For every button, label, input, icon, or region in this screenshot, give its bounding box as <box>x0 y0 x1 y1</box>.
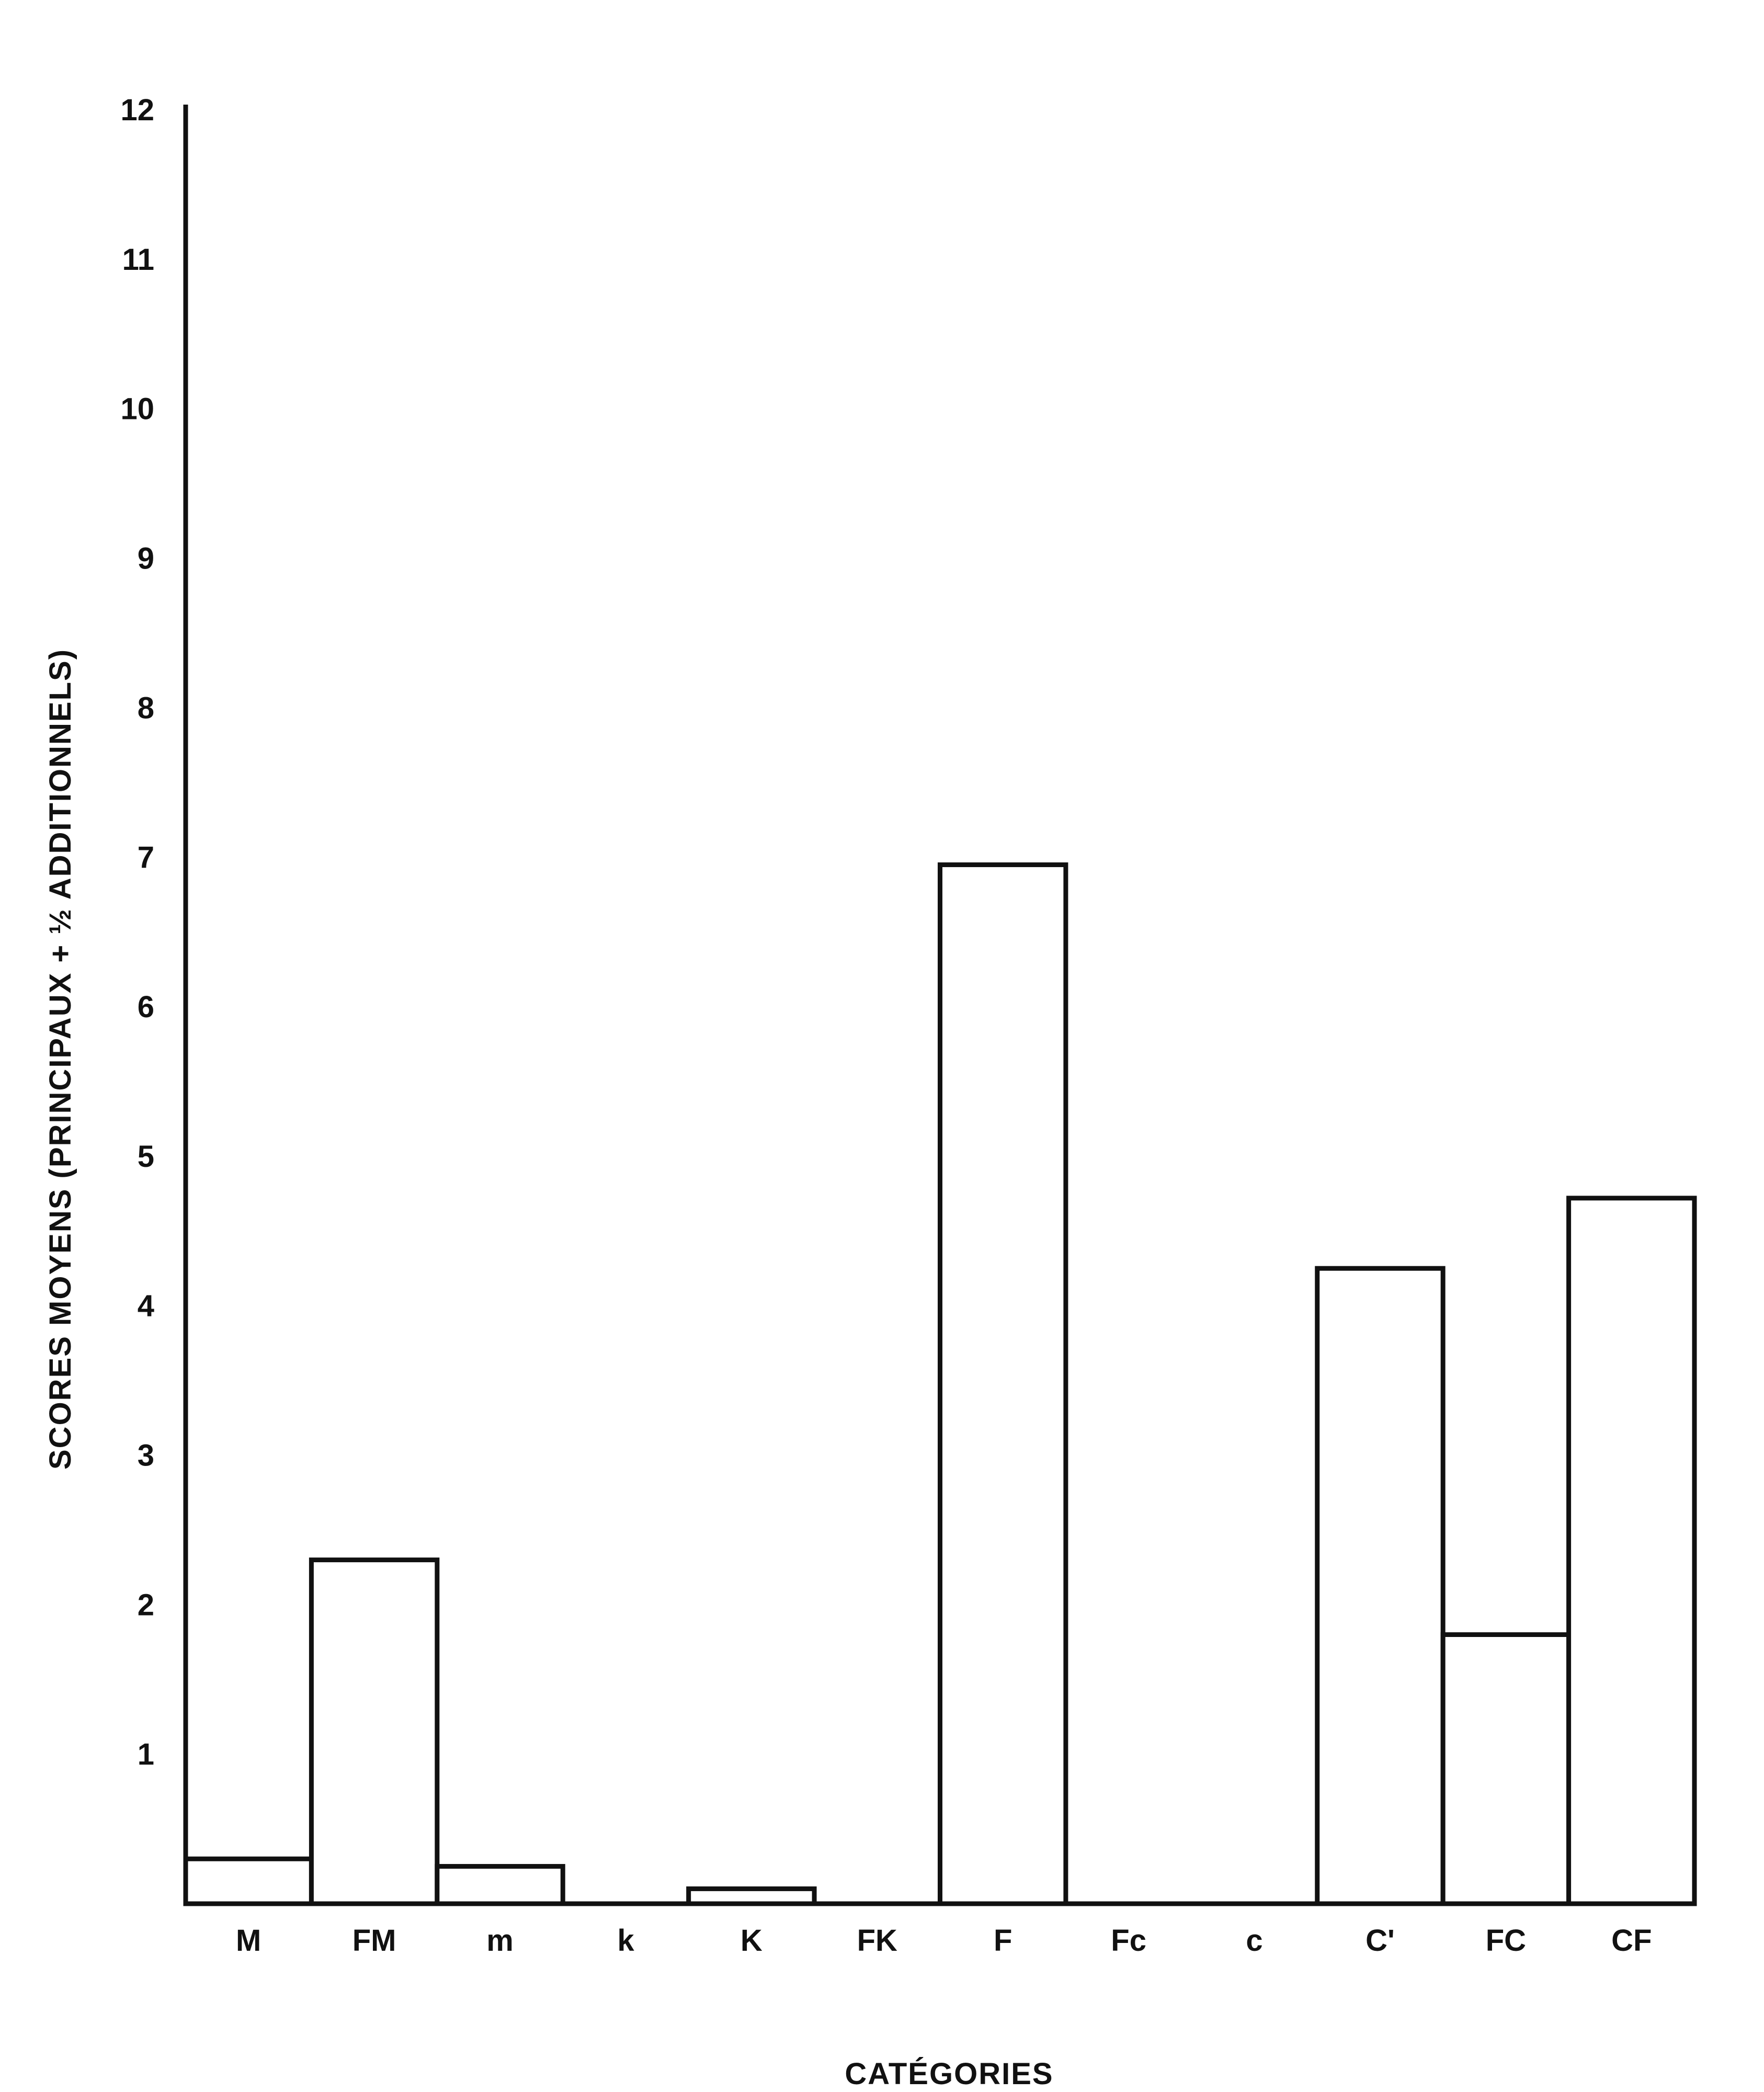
y-tick-label: 3 <box>138 1439 154 1473</box>
y-tick-label: 6 <box>138 990 154 1024</box>
y-tick-label: 8 <box>138 691 154 725</box>
y-axis-title: SCORES MOYENS (PRINCIPAUX + ½ ADDITIONNE… <box>43 649 77 1470</box>
y-tick-label: 1 <box>138 1737 154 1771</box>
x-category-label: FK <box>857 1924 897 1958</box>
x-category-label: Fc <box>1111 1924 1146 1958</box>
bar <box>1566 1196 1697 1906</box>
y-tick-label: 2 <box>138 1588 154 1622</box>
x-category-label: k <box>617 1924 634 1958</box>
x-category-label: CF <box>1611 1924 1652 1958</box>
x-category-label: m <box>486 1924 514 1958</box>
y-tick-label: 11 <box>122 243 154 277</box>
x-category-label: F <box>994 1924 1012 1958</box>
bar <box>1315 1266 1446 1906</box>
x-category-label: FM <box>352 1924 396 1958</box>
bar <box>183 1856 314 1906</box>
x-category-label: C' <box>1365 1924 1395 1958</box>
x-category-label: M <box>236 1924 261 1958</box>
y-tick-label: 12 <box>120 93 154 127</box>
y-tick-label: 7 <box>138 840 154 874</box>
x-category-label: c <box>1246 1924 1262 1958</box>
x-category-label: K <box>741 1924 762 1958</box>
bar <box>435 1864 565 1906</box>
y-tick-label: 4 <box>138 1289 154 1323</box>
x-axis-title: CATÉGORIES <box>845 2057 1053 2091</box>
bar <box>1440 1632 1572 1906</box>
y-tick-label: 10 <box>120 392 154 426</box>
bar <box>938 862 1068 1906</box>
x-axis-categories: M FM m k K FK F Fc c C' FC CF <box>236 1924 1652 1958</box>
bar <box>309 1557 440 1906</box>
bars <box>183 862 1697 1906</box>
y-tick-label: 5 <box>138 1140 154 1174</box>
x-category-label: FC <box>1486 1924 1526 1958</box>
y-tick-label: 9 <box>138 542 154 576</box>
